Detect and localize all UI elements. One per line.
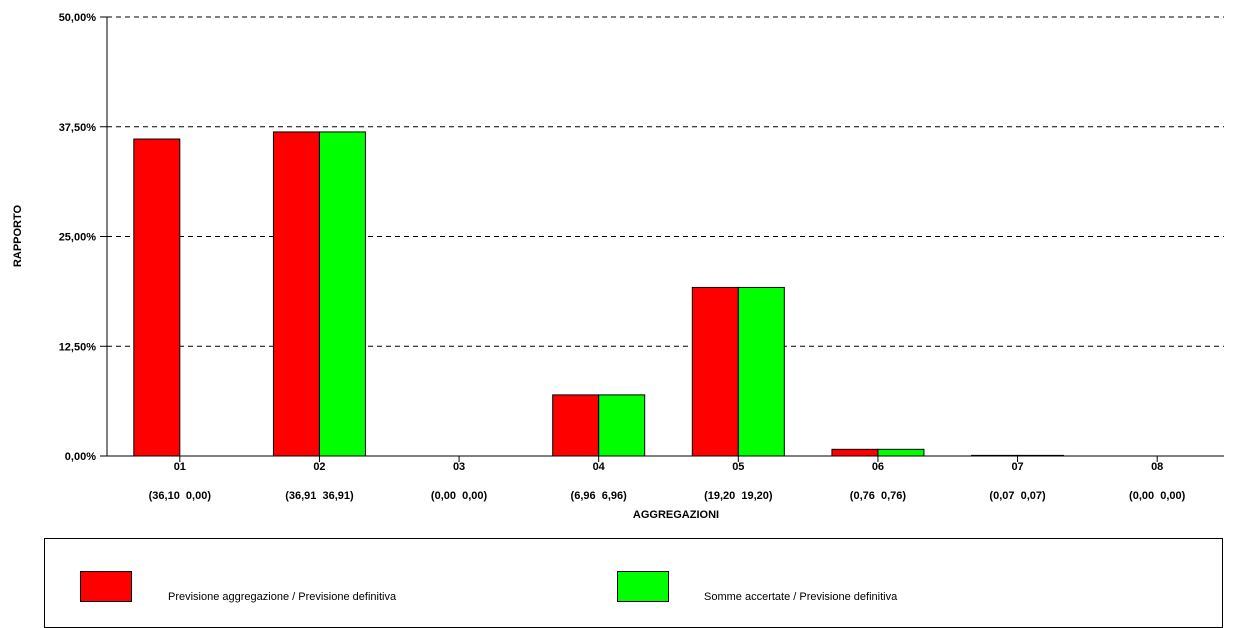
x-tick-label: 07	[1011, 461, 1023, 473]
x-tick-label: 05	[732, 461, 744, 473]
bar-red	[552, 394, 600, 457]
gridlines	[107, 16, 1224, 347]
y-tick-label: 37,50%	[59, 122, 97, 134]
legend-label-series-1: Previsione aggregazione / Previsione def…	[168, 591, 397, 603]
x-tick-label: 06	[872, 461, 884, 473]
x-tick-label: 04	[593, 461, 606, 473]
x-tick-sublabel: (0,00 0,00)	[431, 490, 488, 502]
legend-swatch-red	[80, 571, 132, 602]
bar-red	[133, 138, 181, 457]
x-axis-title: AGGREGAZIONI	[633, 509, 719, 521]
x-tick-label: 08	[1151, 461, 1163, 473]
legend-swatch-green	[617, 571, 669, 602]
x-ticks: 01 (36,10 0,00) 02 (36,91 36,91) 03 (0,00 0,0…	[149, 456, 1186, 502]
x-tick-sublabel: (0,07 0,07)	[989, 490, 1046, 502]
y-ticks: 0,00% 12,50% 25,00% 37,50% 50,00%	[59, 12, 107, 463]
bar-green	[598, 394, 646, 457]
x-tick-label: 01	[174, 461, 186, 473]
bar-red	[831, 448, 879, 457]
bar-red	[272, 131, 320, 457]
x-tick-sublabel: (0,76 0,76)	[850, 490, 907, 502]
y-tick-label: 50,00%	[59, 12, 97, 24]
bar-green	[737, 286, 785, 457]
legend: Previsione aggregazione / Previsione def…	[44, 538, 1223, 628]
bar-green	[318, 131, 366, 457]
y-tick-label: 12,50%	[59, 341, 97, 353]
x-tick-sublabel: (36,10 0,00)	[149, 490, 212, 502]
y-tick-label: 0,00%	[65, 451, 96, 463]
x-tick-sublabel: (19,20 19,20)	[704, 490, 773, 502]
y-tick-label: 25,00%	[59, 232, 97, 244]
x-tick-sublabel: (6,96 6,96)	[571, 490, 628, 502]
x-tick-sublabel: (0,00 0,00)	[1129, 490, 1186, 502]
x-tick-label: 02	[313, 461, 325, 473]
y-axis-title: RAPPORTO	[12, 204, 24, 267]
legend-label-series-2: Somme accertate / Previsione definitiva	[704, 591, 898, 603]
bars	[133, 131, 1065, 457]
x-tick-label: 03	[453, 461, 465, 473]
bar-green	[877, 448, 925, 457]
x-tick-sublabel: (36,91 36,91)	[285, 490, 354, 502]
bar-red	[691, 286, 739, 457]
